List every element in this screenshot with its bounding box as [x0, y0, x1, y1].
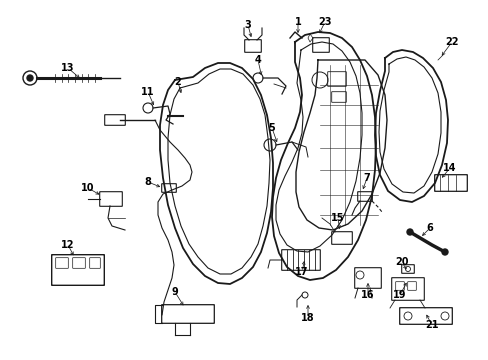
Text: 23: 23: [318, 17, 331, 27]
Text: 16: 16: [361, 290, 374, 300]
Text: 9: 9: [171, 287, 178, 297]
Text: 18: 18: [301, 313, 314, 323]
Text: 7: 7: [363, 173, 369, 183]
Text: 1: 1: [294, 17, 301, 27]
Text: 13: 13: [61, 63, 75, 73]
Text: 4: 4: [254, 55, 261, 65]
Text: 10: 10: [81, 183, 95, 193]
Text: 19: 19: [392, 290, 406, 300]
Text: 22: 22: [445, 37, 458, 47]
Circle shape: [406, 229, 412, 235]
Circle shape: [441, 249, 447, 255]
Text: 6: 6: [426, 223, 432, 233]
Text: 11: 11: [141, 87, 154, 97]
Text: 17: 17: [295, 267, 308, 277]
Text: 3: 3: [244, 20, 251, 30]
Text: 2: 2: [174, 77, 181, 87]
Text: 20: 20: [394, 257, 408, 267]
Text: 8: 8: [144, 177, 151, 187]
Text: 12: 12: [61, 240, 75, 250]
Text: 14: 14: [442, 163, 456, 173]
Circle shape: [27, 75, 33, 81]
Text: 15: 15: [330, 213, 344, 223]
Text: 5: 5: [268, 123, 275, 133]
Text: 21: 21: [425, 320, 438, 330]
